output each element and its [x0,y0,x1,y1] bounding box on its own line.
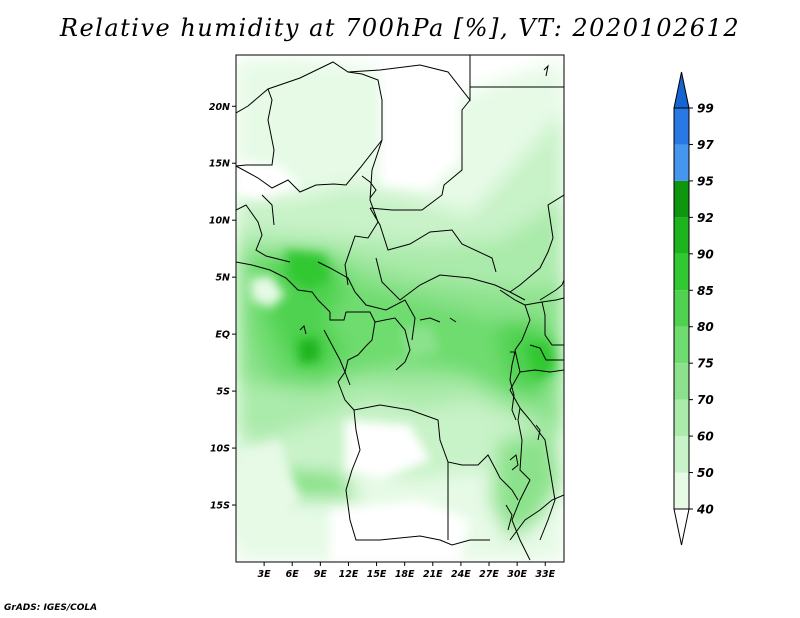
lat-tick-label: EQ [215,330,230,341]
colorbar-segment [674,472,689,509]
lat-tick-label: 15S [210,501,230,512]
colorbar-label: 85 [697,284,714,298]
colorbar-label: 92 [697,211,714,225]
longitude-axis: 3E 6E 9E 12E 15E 18E 21E 24E 27E 30E 33E [258,562,556,580]
colorbar-label: 95 [697,174,714,188]
lon-tick-label: 9E [314,569,328,580]
latitude-axis: 20N 15N 10N 5N EQ 5S 10S 15S [209,102,236,512]
colorbar-segment [674,253,689,291]
colorbar: 40 50 60 70 75 80 85 90 92 95 97 99 [673,71,714,546]
lat-tick-label: 20N [209,102,230,113]
lon-tick-label: 24E [451,569,471,580]
colorbar-label: 90 [697,247,714,261]
colorbar-label: 60 [697,430,714,444]
lon-tick-label: 12E [339,569,359,580]
colorbar-below-triangle [673,508,690,546]
lat-tick-label: 5N [215,273,230,284]
humidity-field [236,55,564,562]
lon-tick-label: 15E [367,569,387,580]
colorbar-label: 75 [697,357,714,371]
colorbar-segment [674,144,689,181]
lon-tick-label: 21E [423,569,443,580]
lon-tick-label: 3E [258,569,272,580]
lat-tick-label: 10S [210,444,230,455]
colorbar-label: 99 [697,102,714,116]
colorbar-segment [674,436,689,473]
lon-tick-label: 6E [286,569,300,580]
lat-tick-label: 15N [209,159,230,170]
colorbar-segment [674,290,689,327]
credit-text: GrADS: IGES/COLA [4,603,98,613]
colorbar-label: 97 [697,138,714,152]
lat-tick-label: 10N [209,216,230,227]
colorbar-segment [674,217,689,254]
colorbar-segment [674,108,689,145]
colorbar-label: 40 [696,503,714,517]
lon-tick-label: 18E [395,569,415,580]
colorbar-outline [673,107,690,510]
lat-tick-label: 5S [217,387,231,398]
colorbar-segment [674,399,689,437]
colorbar-above-triangle [673,71,690,109]
lon-tick-label: 27E [479,569,499,580]
colorbar-label: 80 [697,320,714,334]
colorbar-segment [674,363,689,400]
country-boundaries [236,55,564,561]
colorbar-segment [674,180,689,218]
map-title: Relative humidity at 700hPa [%], VT: 202… [59,14,741,42]
colorbar-segment [674,326,689,364]
colorbar-label: 70 [697,393,714,407]
map-frame [235,54,565,563]
lon-tick-label: 30E [507,569,527,580]
lon-tick-label: 33E [535,569,555,580]
colorbar-label: 50 [697,466,714,480]
